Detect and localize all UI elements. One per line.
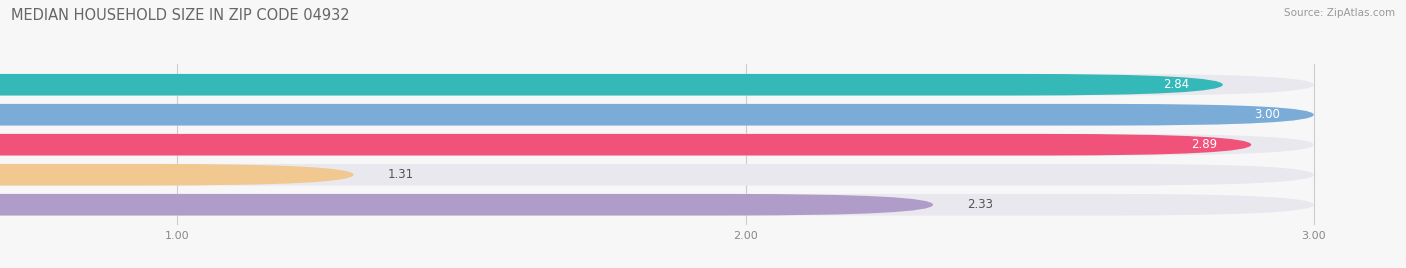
FancyBboxPatch shape (0, 134, 1251, 155)
FancyBboxPatch shape (0, 74, 1223, 95)
Text: 1.31: 1.31 (388, 168, 413, 181)
FancyBboxPatch shape (0, 164, 1313, 185)
FancyBboxPatch shape (0, 104, 1313, 125)
Text: 2.84: 2.84 (1163, 78, 1188, 91)
Text: 3.00: 3.00 (1254, 108, 1279, 121)
Text: 2.89: 2.89 (1191, 138, 1218, 151)
FancyBboxPatch shape (0, 134, 1313, 155)
Text: MEDIAN HOUSEHOLD SIZE IN ZIP CODE 04932: MEDIAN HOUSEHOLD SIZE IN ZIP CODE 04932 (11, 8, 350, 23)
Text: Source: ZipAtlas.com: Source: ZipAtlas.com (1284, 8, 1395, 18)
Text: 2.33: 2.33 (967, 198, 993, 211)
FancyBboxPatch shape (0, 164, 353, 185)
FancyBboxPatch shape (0, 194, 934, 215)
FancyBboxPatch shape (0, 194, 1313, 215)
FancyBboxPatch shape (0, 74, 1313, 95)
FancyBboxPatch shape (0, 104, 1313, 125)
